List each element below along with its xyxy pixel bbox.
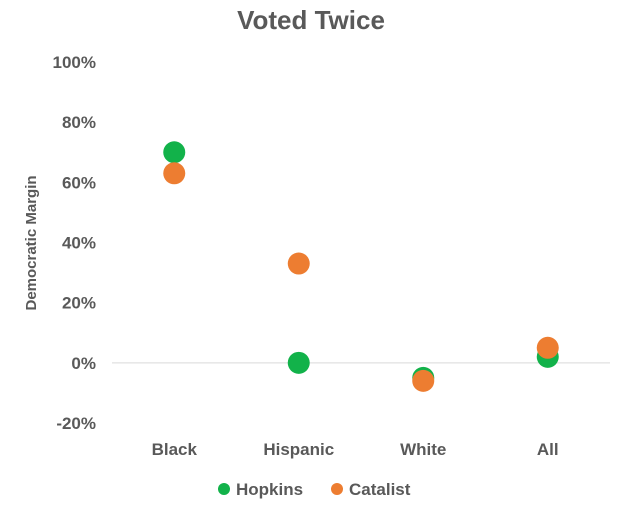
legend: Hopkins Catalist [218,480,411,499]
y-axis-label: Democratic Margin [23,175,40,310]
x-tick-label: White [400,440,446,459]
x-tick-label: All [537,440,559,459]
data-point-hopkins [163,141,186,164]
legend-marker-catalist [331,483,343,495]
chart-title: Voted Twice [237,5,385,35]
x-tick-label: Black [152,440,198,459]
y-tick-label: 20% [62,294,96,313]
data-point-catalist [412,369,435,392]
y-tick-label: -20% [56,414,96,433]
x-axis-ticks: Black Hispanic White All [152,440,559,459]
data-point-catalist [287,252,310,275]
data-point-catalist [163,162,186,185]
y-axis-ticks: -20% 0% 20% 40% 60% 80% 100% [53,53,96,433]
y-tick-label: 100% [53,53,96,72]
y-tick-label: 60% [62,173,96,192]
y-tick-label: 80% [62,113,96,132]
data-points [163,141,559,392]
data-point-hopkins [287,351,310,374]
legend-marker-hopkins [218,483,230,495]
y-tick-label: 40% [62,234,96,253]
legend-label-hopkins: Hopkins [236,480,303,499]
data-point-catalist [536,336,559,359]
x-tick-label: Hispanic [263,440,334,459]
y-tick-label: 0% [71,354,96,373]
legend-label-catalist: Catalist [349,480,411,499]
